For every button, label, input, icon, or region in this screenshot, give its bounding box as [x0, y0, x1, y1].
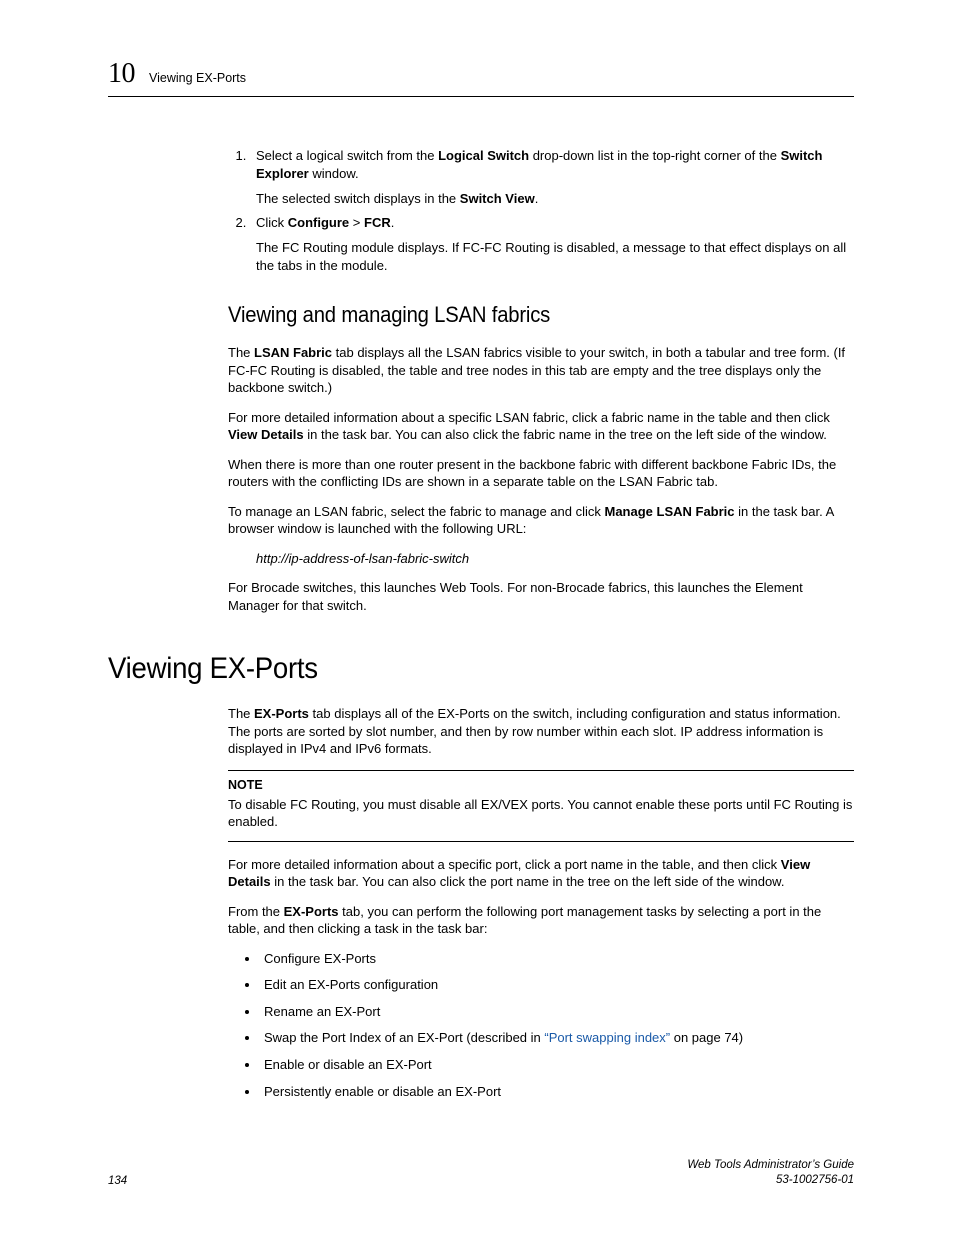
bold-text: Configure	[288, 215, 349, 230]
ex-para-3: From the EX-Ports tab, you can perform t…	[228, 903, 854, 938]
lsan-para-3: When there is more than one router prese…	[228, 456, 854, 491]
text: in the task bar. You can also click the …	[271, 874, 785, 889]
text: Swap the Port Index of an EX-Port (descr…	[264, 1030, 544, 1045]
bold-text: EX-Ports	[254, 706, 309, 721]
list-item: Edit an EX-Ports configuration	[260, 976, 854, 994]
page-number: 134	[108, 1175, 127, 1187]
step-1-result: The selected switch displays in the Swit…	[256, 190, 854, 208]
lsan-url: http://ip-address-of-lsan-fabric-switch	[256, 550, 854, 568]
section-heading-lsan: Viewing and managing LSAN fabrics	[228, 300, 804, 330]
lsan-para-1: The LSAN Fabric tab displays all the LSA…	[228, 344, 854, 397]
text: window.	[309, 166, 359, 181]
list-item: Swap the Port Index of an EX-Port (descr…	[260, 1029, 854, 1047]
text: .	[535, 191, 539, 206]
list-item: Persistently enable or disable an EX-Por…	[260, 1083, 854, 1101]
text: drop-down list in the top-right corner o…	[529, 148, 780, 163]
note-rule-top	[228, 770, 854, 771]
step-1: Select a logical switch from the Logical…	[250, 147, 854, 208]
footer-right: Web Tools Administrator’s Guide 53-10027…	[687, 1158, 854, 1187]
note-rule-bottom	[228, 841, 854, 842]
note-body: To disable FC Routing, you must disable …	[228, 796, 854, 831]
text: tab displays all of the EX-Ports on the …	[228, 706, 841, 756]
step-1-text: Select a logical switch from the Logical…	[256, 148, 822, 181]
bold-text: LSAN Fabric	[254, 345, 332, 360]
page-footer: 134 Web Tools Administrator’s Guide 53-1…	[108, 1158, 854, 1187]
lsan-para-2: For more detailed information about a sp…	[228, 409, 854, 444]
bold-text: Switch View	[460, 191, 535, 206]
step-2-text: Click Configure > FCR.	[256, 215, 394, 230]
text: >	[349, 215, 364, 230]
text: For more detailed information about a sp…	[228, 857, 781, 872]
text: The selected switch displays in the	[256, 191, 460, 206]
list-item: Rename an EX-Port	[260, 1003, 854, 1021]
ex-para-2: For more detailed information about a sp…	[228, 856, 854, 891]
bold-text: FCR	[364, 215, 391, 230]
doc-number: 53-1002756-01	[687, 1173, 854, 1187]
step-2: Click Configure > FCR. The FC Routing mo…	[250, 214, 854, 275]
running-title: Viewing EX-Ports	[149, 71, 246, 85]
text: on page 74)	[670, 1030, 743, 1045]
text: To manage an LSAN fabric, select the fab…	[228, 504, 604, 519]
procedure-steps: Select a logical switch from the Logical…	[228, 147, 854, 274]
task-list: Configure EX-Ports Edit an EX-Ports conf…	[228, 950, 854, 1100]
text: Click	[256, 215, 288, 230]
list-item: Enable or disable an EX-Port	[260, 1056, 854, 1074]
running-header: 10 Viewing EX-Ports	[108, 58, 854, 90]
list-item: Configure EX-Ports	[260, 950, 854, 968]
lsan-para-5: For Brocade switches, this launches Web …	[228, 579, 854, 614]
lsan-para-4: To manage an LSAN fabric, select the fab…	[228, 503, 854, 538]
text: The	[228, 706, 254, 721]
header-rule	[108, 96, 854, 97]
text: .	[391, 215, 395, 230]
text: Select a logical switch from the	[256, 148, 438, 163]
bold-text: Logical Switch	[438, 148, 529, 163]
note-heading: NOTE	[228, 777, 854, 794]
bold-text: Manage LSAN Fabric	[604, 504, 734, 519]
chapter-number: 10	[108, 58, 135, 90]
text: From the	[228, 904, 284, 919]
ex-para-1: The EX-Ports tab displays all of the EX-…	[228, 705, 854, 758]
text: For more detailed information about a sp…	[228, 410, 830, 425]
text: The	[228, 345, 254, 360]
cross-reference-link[interactable]: “Port swapping index”	[544, 1030, 670, 1045]
bold-text: EX-Ports	[284, 904, 339, 919]
section-heading-exports: Viewing EX-Ports	[108, 649, 794, 690]
guide-title: Web Tools Administrator’s Guide	[687, 1158, 854, 1172]
text: in the task bar. You can also click the …	[304, 427, 827, 442]
step-2-result: The FC Routing module displays. If FC-FC…	[256, 239, 854, 274]
bold-text: View Details	[228, 427, 304, 442]
